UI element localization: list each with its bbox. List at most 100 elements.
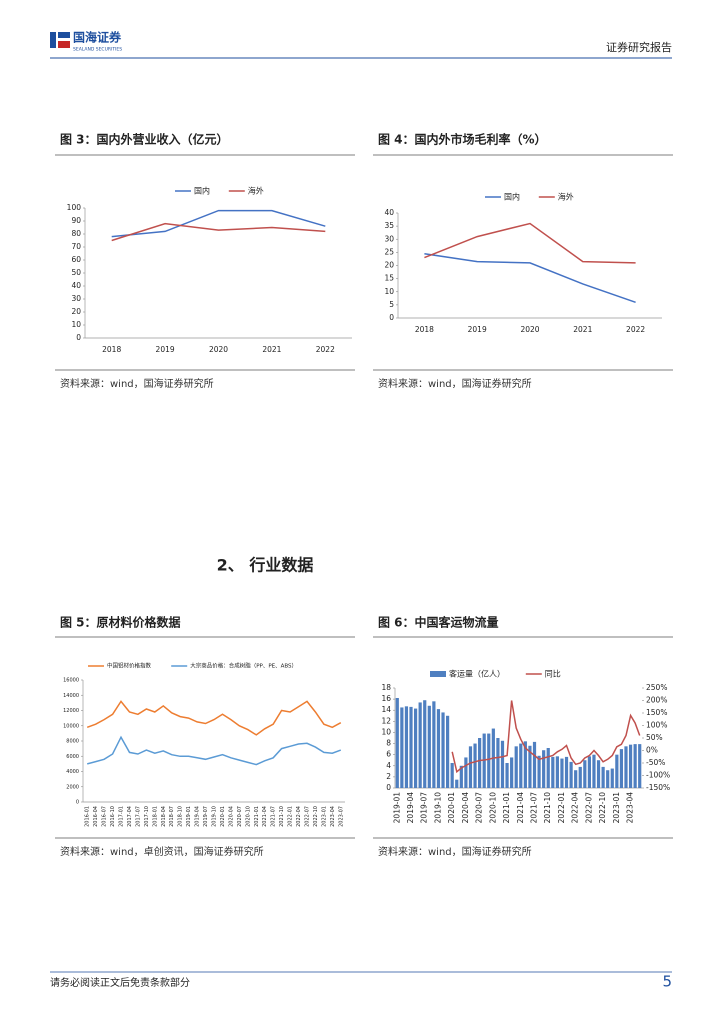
y-tick-label: 10 — [71, 320, 81, 329]
page-number: 5 — [662, 973, 672, 991]
series-line — [451, 700, 641, 774]
bar — [537, 755, 541, 788]
x-tick-label: 2021 — [573, 325, 592, 334]
x-tick-label: 2023-01 — [612, 792, 621, 824]
x-tick-label: 2021-07 — [271, 806, 277, 827]
bar — [583, 760, 587, 788]
x-tick-label: 2022 — [626, 325, 645, 334]
legend-label: 客运量（亿人） — [449, 669, 505, 679]
x-tick-label: 2021-01 — [502, 792, 511, 824]
legend-label: 同比 — [545, 669, 561, 679]
y-tick-label: 50 — [71, 268, 81, 277]
bar — [514, 746, 518, 788]
legend-label: 大宗商品价格：合成树脂（PP、PE、ABS） — [190, 662, 297, 670]
bar — [532, 741, 537, 788]
logo: 国海证券 SEALAND SECURITIES — [50, 30, 122, 53]
bar — [418, 702, 422, 788]
bar — [628, 744, 633, 788]
figure: 图 4：国内外市场毛利率（%） 资料来源：wind，国海证券研究所 0 5 10 15 20… — [373, 132, 673, 390]
y2-tick-label: 150% — [646, 708, 667, 717]
y-tick-label: 2 — [386, 772, 391, 781]
bar — [459, 765, 463, 788]
bar — [500, 740, 505, 788]
series-line — [424, 252, 636, 304]
x-tick-label: 2019-07 — [420, 792, 429, 824]
x-tick-label: 2021-04 — [516, 792, 525, 824]
bar — [487, 733, 491, 788]
x-tick-label: 2020-07 — [237, 806, 243, 827]
x-tick-label: 2022-10 — [313, 806, 319, 827]
bar — [450, 763, 454, 788]
bar — [432, 701, 436, 788]
bar — [624, 746, 628, 788]
y-tick-label: 10 — [384, 287, 394, 296]
legend-label: 海外 — [558, 192, 574, 202]
bar — [615, 754, 619, 788]
bar — [569, 761, 573, 788]
x-tick-label: 2022-01 — [288, 806, 294, 827]
y-tick-label: 18 — [381, 683, 391, 692]
y-tick-label: 40 — [384, 208, 394, 217]
x-tick-label: 2022-04 — [571, 792, 580, 824]
y-tick-label: 100 — [67, 203, 82, 212]
y2-tick-label: -50% — [646, 758, 665, 767]
series-line — [87, 735, 342, 766]
logo-icon — [58, 41, 70, 48]
series-line — [86, 700, 342, 736]
x-tick-label: 2020 — [520, 325, 539, 334]
x-tick-label: 2022-07 — [304, 806, 310, 827]
bar — [423, 700, 427, 788]
figure-caption: 图 4：国内外市场毛利率（%） — [378, 132, 547, 147]
x-tick-label: 2023-01 — [321, 806, 327, 827]
y-tick-label: 40 — [71, 281, 81, 290]
x-tick-label: 2021-01 — [254, 806, 260, 827]
logo-icon — [58, 32, 70, 38]
series-line — [424, 222, 636, 264]
figure-caption: 图 6：中国客运物流量 — [378, 615, 499, 630]
bar — [596, 760, 601, 788]
bar — [505, 763, 509, 788]
bar — [528, 745, 532, 788]
x-tick-label: 2021-10 — [543, 792, 552, 824]
x-tick-label: 2016-01 — [85, 806, 91, 827]
x-tick-label: 2018-01 — [152, 806, 158, 827]
x-tick-label: 2021-04 — [262, 806, 268, 827]
bar — [601, 766, 605, 788]
x-tick-label: 2020-04 — [461, 792, 470, 824]
y-tick-label: 12 — [381, 716, 391, 725]
x-tick-label: 2019-01 — [392, 792, 401, 824]
logo-sub: SEALAND SECURITIES — [73, 47, 122, 53]
figure-source: 资料来源：wind，卓创资讯，国海证券研究所 — [60, 845, 264, 858]
bar — [606, 770, 610, 788]
x-tick-label: 2017-07 — [135, 806, 141, 827]
x-tick-label: 2022-01 — [557, 792, 566, 824]
bar — [638, 744, 642, 788]
y-tick-label: 6000 — [66, 754, 79, 760]
bar — [555, 756, 559, 788]
y-tick-label: 35 — [384, 221, 394, 230]
x-tick-label: 2020 — [209, 345, 228, 354]
bar — [400, 707, 404, 788]
logo-text: 国海证券 — [73, 30, 122, 45]
y-tick-label: 60 — [71, 255, 81, 264]
y-tick-label: 25 — [384, 247, 394, 256]
y-tick-label: 70 — [71, 242, 81, 251]
y-tick-label: 14000 — [63, 693, 79, 699]
bar — [551, 756, 555, 788]
x-tick-label: 2019 — [156, 345, 175, 354]
figure-caption: 图 3：国内外营业收入（亿元） — [60, 132, 229, 147]
logo-icon — [50, 32, 56, 48]
y-tick-label: 10 — [381, 727, 391, 736]
bar — [395, 698, 399, 788]
bar — [496, 738, 500, 788]
disclaimer: 请务必阅读正文后免责条款部分 — [50, 976, 190, 989]
bar — [523, 741, 527, 788]
x-tick-label: 2016-04 — [93, 806, 99, 827]
x-tick-label: 2018-10 — [178, 806, 184, 827]
x-tick-label: 2020-01 — [220, 806, 226, 827]
bar — [409, 706, 413, 788]
legend-label: 海外 — [248, 186, 264, 196]
bar — [413, 708, 418, 788]
